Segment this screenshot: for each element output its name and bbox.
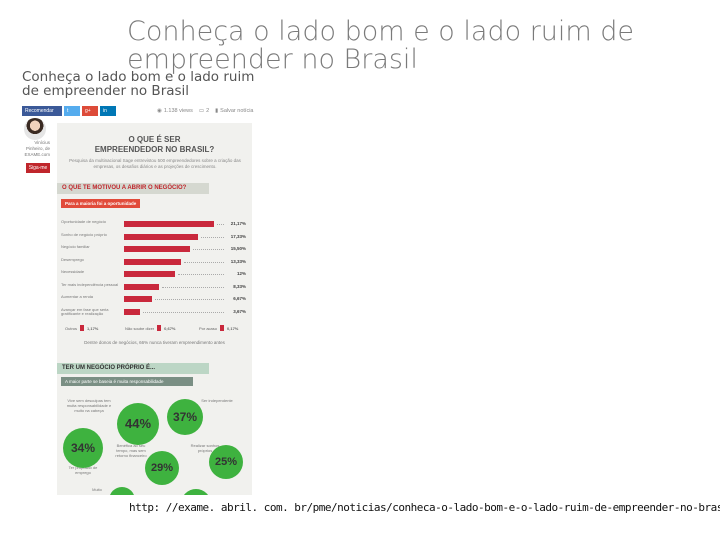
bar-value: 13,33% [230,258,246,264]
bar-leader-dots [217,224,224,225]
heading-line: EMPREENDEDOR NO BRASIL? [94,145,215,154]
footer-square [80,325,85,331]
bar-value: 15,50% [230,246,246,251]
footer-value: 0,17% [227,325,239,331]
bar-label: Ter mais independência pessoal [61,281,119,287]
footer-note: Dentre donos de negócios, 66% nunca tive… [84,340,225,345]
footer-item-nao-soube: Não soube dizer 0,67% [125,325,175,331]
bar-row: Desemprego 13,33% [61,256,250,268]
slide-title: Conheça o lado bom e o lado ruim de empr… [127,16,635,75]
infographic: O QUE É SER EMPREENDEDOR NO BRASIL? Pesq… [57,123,252,495]
bubble-25: 25% [209,445,243,479]
bubble-label-responsabilidade: Vive sem desculpas tem muita responsabil… [66,398,112,413]
bubble-label-benefica: Benéfica ao seu tempo, mas sem retorno f… [115,443,147,458]
author-line: EXAME.com [24,152,50,157]
twitter-icon[interactable]: t [64,106,80,116]
bar-value: 8,33% [233,283,246,289]
bar [124,246,190,252]
bar-leader-dots [162,286,224,288]
heading-line: O QUE É SER [128,135,181,144]
author-line: Vinícius [34,140,50,145]
bar-row: Negócio familiar 15,50% [61,244,250,255]
footer-label: Por acaso [199,325,218,331]
bar-row: Aumentar a renda 6,67% [61,294,250,305]
footer-item-outros: Outros 1,17% [65,325,98,331]
bubble-label-muito: Muito [92,487,102,492]
bar [124,258,181,265]
bar [124,283,160,290]
save-article-link[interactable]: ▮ Salvar notícia [215,106,253,116]
footer-value: 0,67% [164,325,176,331]
author-byline: Vinícius Pinheiro, de EXAME.com [22,140,50,158]
article-title[interactable]: Conheça o lado bom e o lado ruim de empr… [22,69,255,99]
views-count: 1.138 views [163,108,193,114]
bubble-partial [109,487,135,495]
article-meta: ◉ 1.138 views ▭ 2 ▮ Salvar notícia [157,106,253,116]
comments-count: 2 [206,108,210,114]
bar-value: 6,67% [233,296,246,301]
footer-value: 1,17% [87,325,99,331]
bar [124,221,214,227]
bar-leader-dots [192,249,224,250]
bar-row: Avançar em fase que seria gratificante e… [61,306,250,318]
bar-value: 12% [236,271,246,276]
footer-label: Não soube dizer [125,325,155,331]
bar-label: Avançar em fase que seria gratificante e… [61,306,109,316]
infographic-intro: Pesquisa da multinacional Sage entrevist… [69,158,241,169]
bar-leader-dots [200,236,224,238]
section-tag-responsibility: A maior parte se baseia é muita responsa… [61,377,193,386]
avatar[interactable] [24,118,46,140]
save-label: Salvar notícia [220,108,254,114]
section-tag-opportunity: Para a maioria foi a oportunidade [61,199,141,208]
comment-icon: ▭ [198,108,205,114]
footer-item-por-acaso: Por acaso 0,17% [199,325,238,331]
bubble-label-sonhos: Realizar sonhos próprios [190,443,220,453]
section-heading-own-business: TER UM NEGÓCIO PRÓPRIO É... [57,363,209,374]
author-line: Pinheiro, de [25,146,50,151]
bookmark-icon: ▮ [215,108,219,114]
bubble-37: 37% [167,399,203,435]
footer-row: Outros 1,17% Não soube dizer 0,67% Por a… [61,325,250,333]
bar [124,296,153,302]
bar-label: Negócio familiar [61,244,90,249]
views-meta: ◉ 1.138 views [157,106,193,116]
bar-row: Necessidade 12% [61,269,250,280]
comments-meta[interactable]: ▭ 2 [199,106,209,116]
footer-label: Outros [65,325,78,331]
recommend-button[interactable]: Recomendar [22,106,62,116]
bubble-29: 29% [145,451,179,485]
eye-icon: ◉ [157,108,162,114]
google-plus-icon[interactable]: g+ [82,106,98,116]
share-row: Recomendar t g+ in [22,106,116,116]
bar-leader-dots [178,274,224,275]
bubble-partial [181,489,211,495]
bubble-label-independente: Ser independente [201,398,233,403]
bubble-44: 44% [117,403,159,445]
bar [124,233,198,240]
footer-square [220,325,225,331]
section-heading-motivation: O QUE TE MOTIVOU A ABRIR O NEGÓCIO? [57,183,209,194]
bar-label: Aumentar a renda [61,294,94,299]
bar-leader-dots [183,261,224,263]
linkedin-icon[interactable]: in [100,106,116,116]
bar [124,308,140,315]
bubble-34: 34% [63,428,103,468]
bar-value: 17,33% [230,233,246,239]
bar-row: Sonho de negócio próprio 17,33% [61,231,250,243]
infographic-heading: O QUE É SER EMPREENDEDOR NO BRASIL? [57,135,252,155]
bar-label: Oportunidade de negócio [61,219,106,224]
bar-leader-dots [155,299,224,300]
bar-label: Necessidade [61,269,85,274]
bar-leader-dots [142,311,224,313]
bar-value: 21,17% [230,221,246,226]
bar-row: Oportunidade de negócio 21,17% [61,219,250,230]
footer-square [157,325,162,331]
bar [124,271,175,277]
follow-button[interactable]: Siga-me [26,163,50,173]
bar-label: Desemprego [61,256,84,262]
bar-label: Sonho de negócio próprio [61,231,107,237]
bar-row: Ter mais independência pessoal 8,33% [61,281,250,293]
bar-value: 3,67% [233,308,246,314]
url-caption: http: //exame. abril. com. br/pme/notici… [129,501,720,514]
